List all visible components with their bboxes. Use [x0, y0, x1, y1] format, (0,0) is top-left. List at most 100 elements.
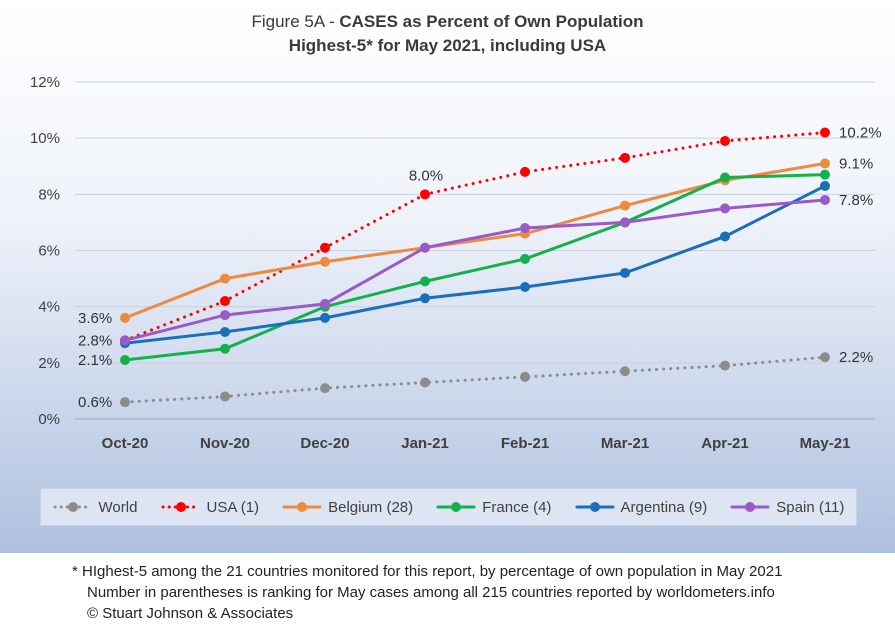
data-point — [320, 298, 330, 309]
y-tick-label: 8% — [38, 186, 60, 203]
x-tick-label: Nov-20 — [200, 435, 250, 452]
x-tick-label: Feb-21 — [501, 435, 549, 452]
data-point — [120, 397, 130, 408]
data-label: 2.1% — [78, 352, 112, 369]
y-tick-label: 12% — [30, 74, 60, 91]
data-label: 8.0% — [409, 167, 443, 184]
data-point — [220, 343, 230, 354]
data-label: 2.2% — [839, 349, 873, 366]
chart-title: Figure 5A - CASES as Percent of Own Popu… — [0, 12, 895, 32]
data-point — [520, 282, 530, 293]
data-point — [120, 335, 130, 346]
title-bold: CASES as Percent of Own Population — [339, 12, 644, 31]
data-label: 2.8% — [78, 332, 112, 349]
data-point — [820, 127, 830, 138]
data-point — [220, 326, 230, 337]
data-point — [420, 189, 430, 200]
footnote: * HIghest-5 among the 21 countries monit… — [0, 553, 895, 632]
series-line — [123, 355, 827, 404]
data-point — [720, 135, 730, 146]
data-point — [320, 256, 330, 267]
legend-swatch — [53, 502, 93, 512]
y-tick-label: 0% — [38, 411, 60, 428]
data-point — [820, 180, 830, 191]
legend-swatch — [730, 502, 770, 512]
legend-item: Belgium (28) — [282, 499, 413, 516]
legend-label: World — [98, 498, 138, 516]
legend-label: Argentina (9) — [620, 498, 708, 516]
data-label: 10.2% — [839, 125, 882, 142]
data-point — [220, 273, 230, 284]
x-tick-label: Apr-21 — [701, 435, 749, 452]
data-point — [820, 158, 830, 169]
data-point — [120, 312, 130, 323]
series-line — [123, 198, 827, 342]
legend-label: Belgium (28) — [328, 498, 414, 516]
series-line — [123, 131, 827, 342]
chart-subtitle: Highest-5* for May 2021, including USA — [288, 36, 607, 55]
y-tick-label: 10% — [30, 130, 60, 147]
data-label: 3.6% — [78, 310, 112, 327]
title-prefix: Figure 5A - — [251, 12, 340, 31]
data-point — [820, 169, 830, 180]
data-point — [820, 352, 830, 363]
legend-label: France (4) — [482, 498, 552, 516]
data-point — [320, 242, 330, 253]
data-point — [720, 360, 730, 371]
series-line — [123, 161, 827, 320]
legend-swatch — [436, 502, 476, 512]
x-tick-label: Jan-21 — [401, 435, 449, 452]
footnote-line-3: © Stuart Johnson & Associates — [87, 605, 294, 622]
data-point — [420, 377, 430, 388]
data-point — [620, 152, 630, 163]
series-line — [123, 184, 827, 345]
data-point — [520, 253, 530, 264]
data-point — [520, 371, 530, 382]
chart-frame: Figure 5A - CASES as Percent of Own Popu… — [0, 0, 895, 553]
footnote-line-1: * HIghest-5 among the 21 countries monit… — [72, 563, 783, 580]
data-point — [620, 200, 630, 211]
data-point — [520, 166, 530, 177]
legend-label: USA (1) — [206, 498, 260, 516]
series-line — [123, 173, 827, 362]
data-label: 7.8% — [839, 192, 873, 209]
data-point — [220, 391, 230, 402]
legend-swatch — [161, 502, 201, 512]
data-label: 0.6% — [78, 394, 112, 411]
data-point — [620, 217, 630, 228]
legend-item: Spain (11) — [730, 499, 844, 516]
legend-label: Spain (11) — [776, 498, 845, 516]
data-label: 9.1% — [839, 155, 873, 172]
data-point — [420, 293, 430, 304]
x-tick-label: May-21 — [800, 435, 851, 452]
data-point — [520, 223, 530, 234]
data-point — [620, 366, 630, 377]
legend-item: France (4) — [436, 499, 551, 516]
line-chart: 0% 2% 4% 6% 8% 10% 12% Oct-20 Nov-20 Dec-20 Jan-21… — [30, 74, 882, 452]
legend-swatch — [282, 502, 322, 512]
legend-item: World — [53, 498, 138, 516]
y-tick-label: 2% — [38, 355, 60, 372]
legend-swatch — [575, 502, 614, 512]
footnote-line-2: Number in parentheses is ranking for May… — [87, 584, 775, 601]
data-point — [220, 296, 230, 307]
data-point — [320, 312, 330, 323]
y-tick-label: 4% — [38, 299, 60, 316]
data-point — [120, 355, 130, 366]
x-tick-label: Mar-21 — [601, 435, 649, 452]
data-point — [620, 267, 630, 278]
data-point — [420, 276, 430, 287]
data-point — [720, 231, 730, 242]
legend-item: USA (1) — [161, 498, 260, 516]
data-point — [720, 172, 730, 183]
data-point — [220, 310, 230, 321]
data-point — [720, 203, 730, 214]
data-point — [420, 242, 430, 253]
x-tick-label: Oct-20 — [102, 435, 149, 452]
legend-item: Argentina (9) — [575, 498, 708, 516]
data-point — [320, 383, 330, 394]
data-point — [820, 194, 830, 205]
y-tick-label: 6% — [38, 243, 60, 260]
x-tick-label: Dec-20 — [300, 435, 349, 452]
legend: World USA (1) Belgium (28) France (4) Argent… — [40, 488, 857, 526]
